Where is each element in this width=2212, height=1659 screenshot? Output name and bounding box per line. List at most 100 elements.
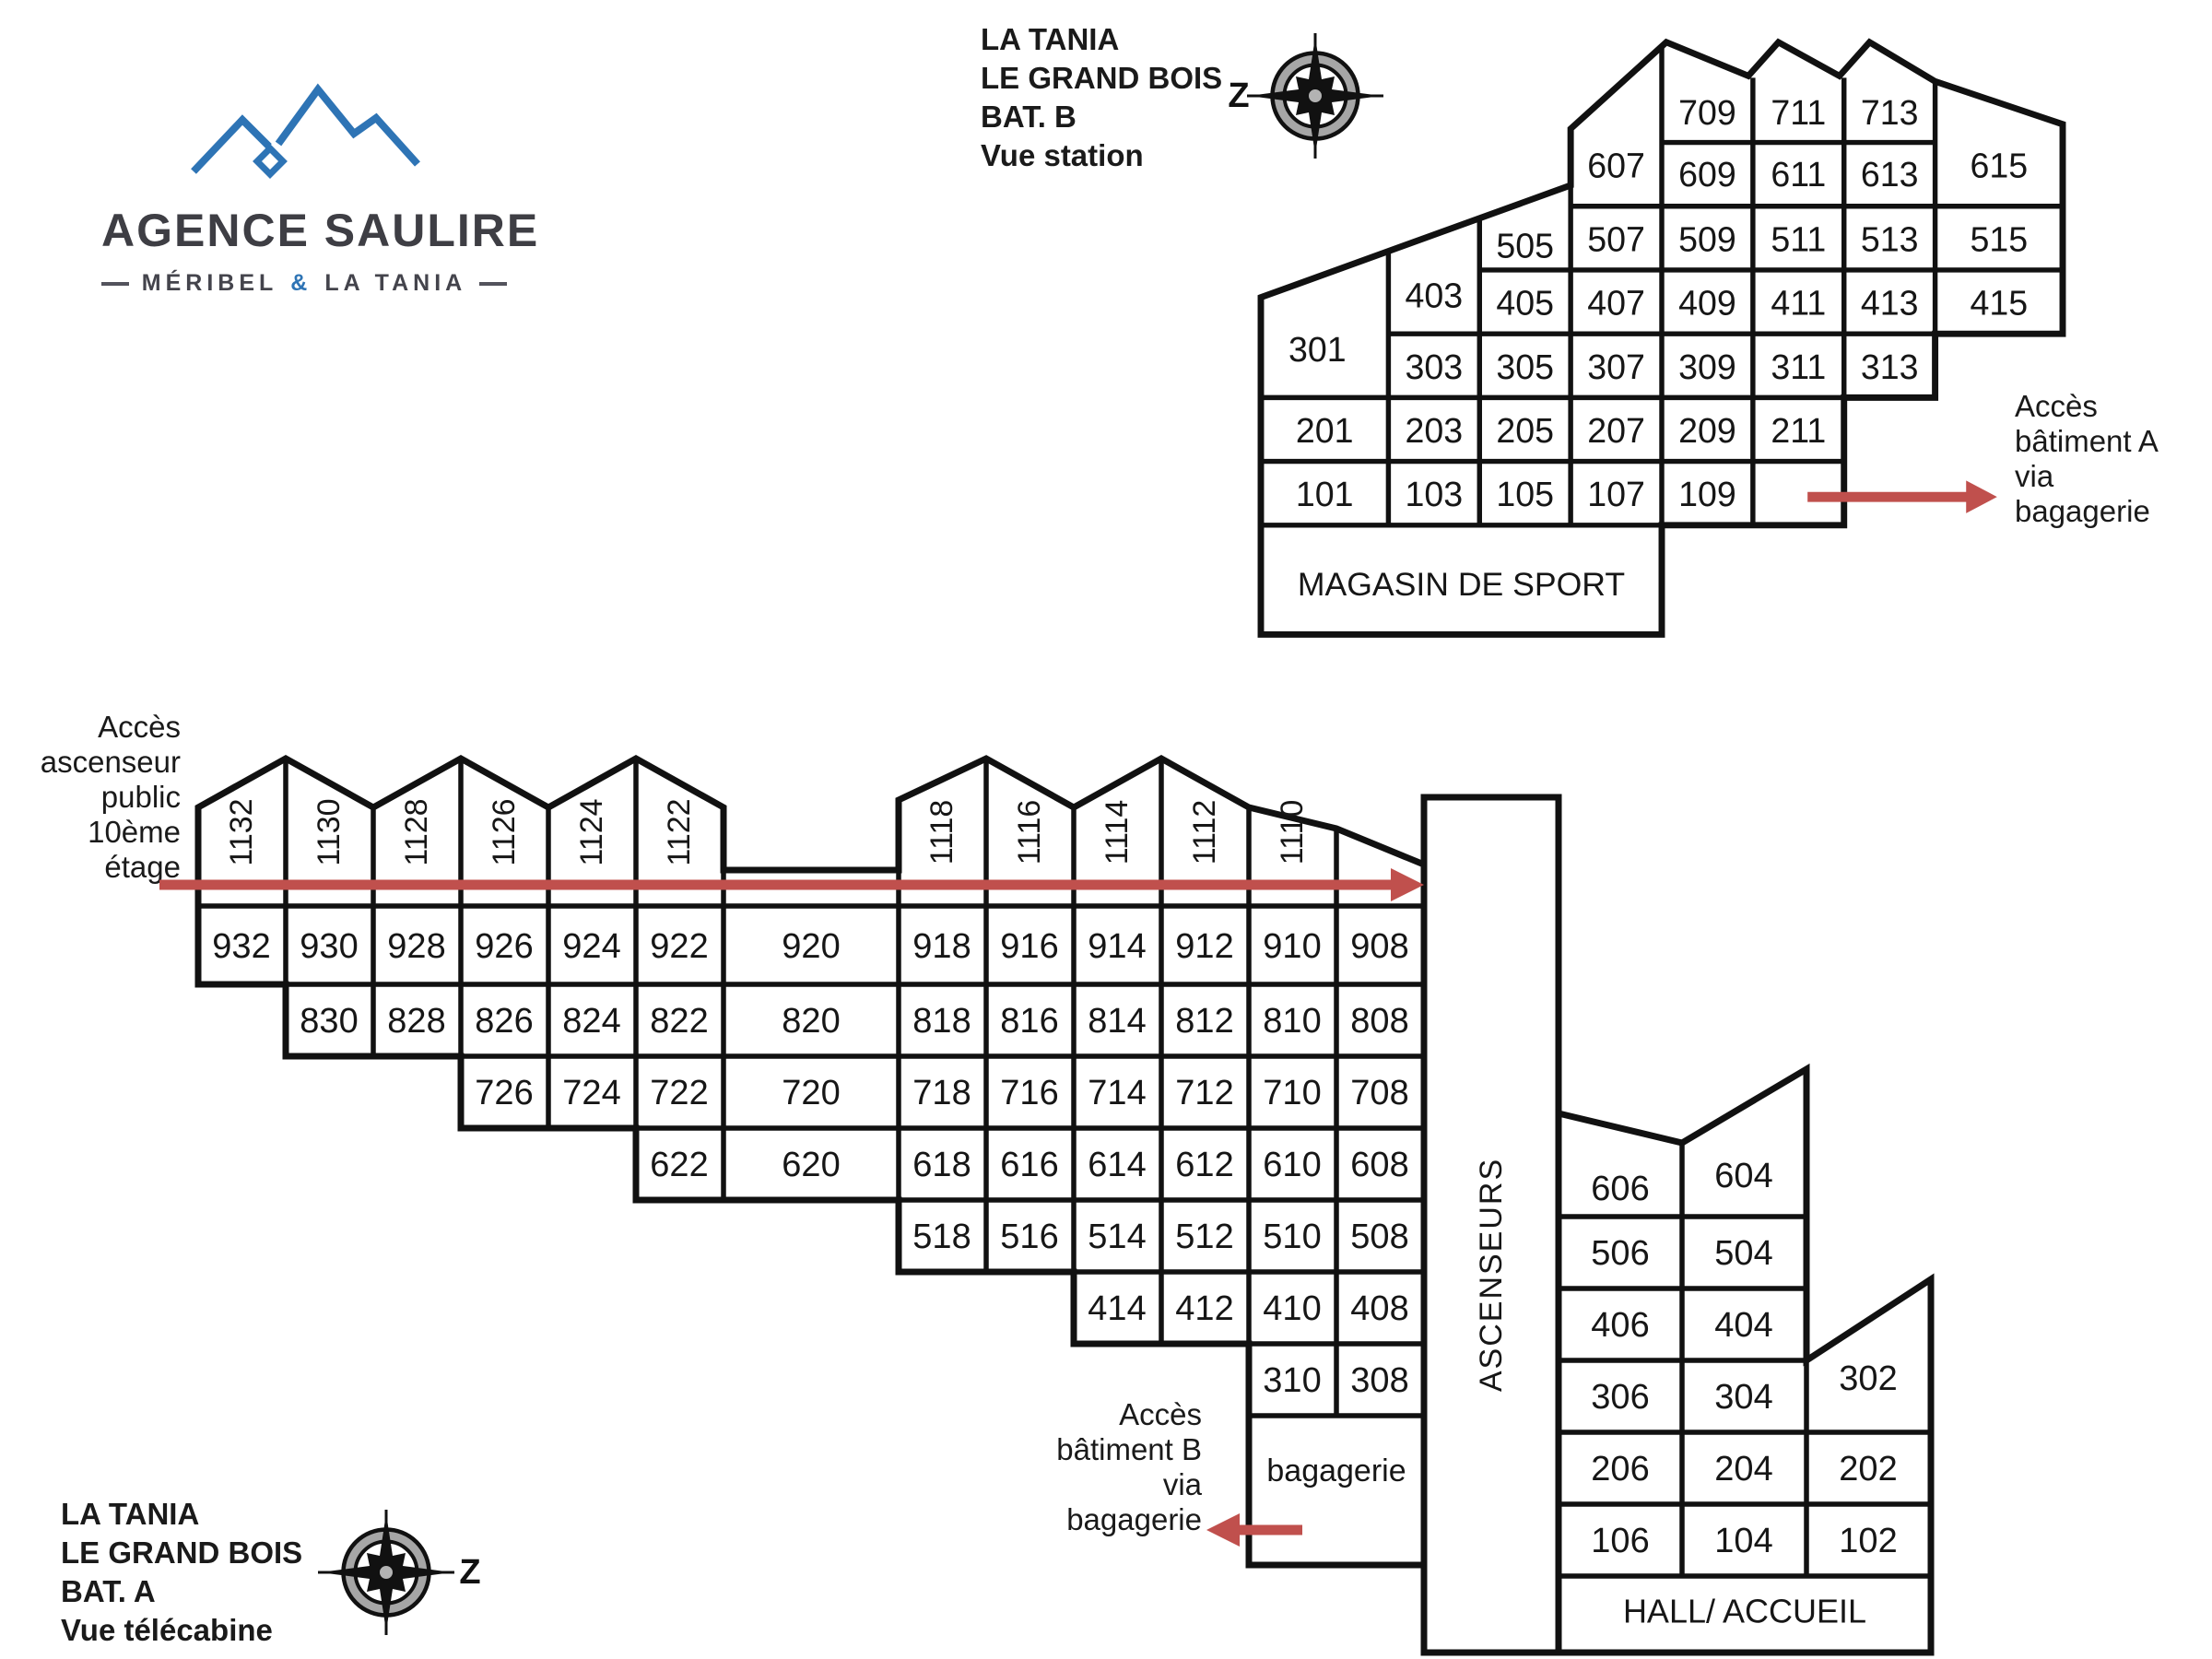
room-label-509: 509 [1678,219,1736,258]
building-a-left-grid [198,759,1424,1565]
room-label-515: 515 [1970,219,2028,258]
room-label-412: 412 [1175,1289,1233,1328]
room-label-716: 716 [1000,1074,1058,1112]
hall-accueil-label: HALL/ ACCUEIL [1623,1593,1866,1630]
room-label-106: 106 [1591,1522,1649,1560]
room-label-109: 109 [1678,475,1736,513]
room-label-410: 410 [1263,1289,1321,1328]
room-label-513: 513 [1861,219,1919,258]
room-label-713: 713 [1861,93,1919,132]
room-label-209: 209 [1678,411,1736,450]
room-label-404: 404 [1714,1306,1772,1345]
arrow-access-batiment-b [1206,1513,1302,1547]
building-b-room-labels: 709 711 713 607 609 611 613 615 505 507 509 511 513 5… [1288,93,2028,603]
room-label-924: 924 [562,927,620,966]
room-label-205: 205 [1496,411,1554,450]
room-label-403: 403 [1406,276,1464,315]
room-label-608: 608 [1350,1146,1408,1184]
room-label-826: 826 [475,1002,533,1041]
room-label-812: 812 [1175,1002,1233,1041]
room-label-415: 415 [1970,284,2028,323]
room-label-207: 207 [1587,411,1645,450]
room-label-504: 504 [1714,1234,1772,1273]
room-label-618: 618 [912,1146,971,1184]
building-b-plan: 709 711 713 607 609 611 613 615 505 507 509 511 513 5… [1257,38,2066,638]
room-label-505: 505 [1496,226,1554,265]
room-label-615: 615 [1970,146,2028,184]
room-label-1114: 1114 [1100,800,1135,865]
room-label-712: 712 [1175,1074,1233,1112]
room-label-203: 203 [1406,411,1464,450]
room-label-411: 411 [1771,284,1826,323]
room-label-612: 612 [1175,1146,1233,1184]
room-label-1132: 1132 [224,798,259,865]
room-label-307: 307 [1587,347,1645,386]
room-label-606: 606 [1591,1170,1649,1208]
room-label-105: 105 [1496,475,1554,513]
room-label-611: 611 [1771,155,1826,194]
building-a-right-grid [1559,1069,1931,1579]
tagline-dash-left [101,281,129,286]
tagline-meribel: MÉRIBEL [141,270,278,296]
room-label-714: 714 [1088,1074,1146,1112]
room-label-930: 930 [300,927,358,966]
room-label-820: 820 [782,1002,840,1041]
room-label-918: 918 [912,927,971,966]
room-label-202: 202 [1839,1450,1897,1488]
room-label-830: 830 [300,1002,358,1041]
ascenseurs-label: ASCENSEURS [1474,1158,1509,1392]
room-label-822: 822 [650,1002,708,1041]
room-label-1112: 1112 [1187,800,1222,865]
room-label-311: 311 [1771,347,1826,386]
room-label-407: 407 [1587,284,1645,323]
building-a-plan: 1132 1130 1128 1126 1124 1122 1118 1116 1114 1112… [159,754,1935,1656]
mountain-ridge-line [191,83,420,174]
room-label-1128: 1128 [399,798,434,865]
room-label-414: 414 [1088,1289,1146,1328]
room-label-816: 816 [1000,1002,1058,1041]
room-label-710: 710 [1263,1074,1321,1112]
logo-tagline: MÉRIBEL & LA TANIA [101,270,507,297]
building-b-grid [1261,45,2063,528]
tagline-la-tania: LA TANIA [324,270,467,296]
room-label-932: 932 [212,927,270,966]
room-label-920: 920 [782,927,840,966]
room-label-310: 310 [1263,1361,1321,1400]
room-label-828: 828 [387,1002,445,1041]
room-label-305: 305 [1496,347,1554,386]
compass-icon-a: Z [326,1504,481,1641]
room-label-1118: 1118 [924,800,959,865]
room-label-102: 102 [1839,1522,1897,1560]
compass-north-letter: Z [1228,76,1249,115]
mountain-diamond [253,144,288,179]
arrow-access-ascenseur-public [159,868,1424,901]
room-label-313: 313 [1861,347,1919,386]
room-label-1130: 1130 [312,798,347,865]
room-label-514: 514 [1088,1218,1146,1256]
room-label-302: 302 [1839,1359,1897,1398]
room-label-512: 512 [1175,1218,1233,1256]
room-label-405: 405 [1496,284,1554,323]
room-label-1110: 1110 [1275,800,1310,865]
room-label-613: 613 [1861,155,1919,194]
room-label-201: 201 [1296,411,1354,450]
room-label-1126: 1126 [487,798,522,865]
compass-rose [318,1510,454,1635]
room-label-309: 309 [1678,347,1736,386]
room-label-722: 722 [650,1074,708,1112]
room-label-1122: 1122 [662,798,697,865]
room-label-709: 709 [1678,93,1736,132]
room-label-406: 406 [1591,1306,1649,1345]
room-label-508: 508 [1350,1218,1408,1256]
room-label-516: 516 [1000,1218,1058,1256]
room-label-724: 724 [562,1074,620,1112]
room-label-914: 914 [1088,927,1146,966]
room-label-101: 101 [1296,475,1354,513]
building-a-right-outline [1555,1063,1935,1656]
room-label-808: 808 [1350,1002,1408,1041]
annotation-access-batiment-b: Accès bâtiment B via bagagerie [1056,1397,1202,1536]
room-label-306: 306 [1591,1378,1649,1417]
room-label-726: 726 [475,1074,533,1112]
room-label-910: 910 [1263,927,1321,966]
room-label-908: 908 [1350,927,1408,966]
